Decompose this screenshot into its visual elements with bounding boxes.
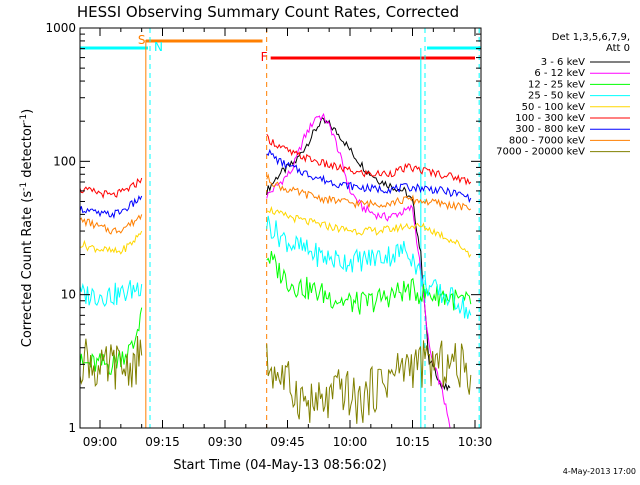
series-line <box>266 173 472 211</box>
y-axis-label-part-1: Corrected Count Rate (s <box>20 191 35 348</box>
legend-label: 3 - 6 keV <box>541 57 585 68</box>
series-line <box>266 215 472 319</box>
y-tick-label: 1000 <box>45 21 76 35</box>
y-axis-label: Corrected Count Rate (s-1 detector-1) <box>19 109 35 347</box>
y-axis-label-part-2: detector <box>20 122 35 182</box>
chart-title: HESSI Observing Summary Count Rates, Cor… <box>77 3 459 21</box>
series-line <box>266 117 451 392</box>
x-tick-label: 09:15 <box>145 435 180 449</box>
plot-area: S N F <box>80 28 481 428</box>
y-tick-label: 100 <box>53 154 76 168</box>
x-tick-label: 10:15 <box>395 435 430 449</box>
y-tick-label: 10 <box>61 288 76 302</box>
x-tick-label: 10:30 <box>458 435 493 449</box>
legend-label: 300 - 800 keV <box>515 124 585 135</box>
series-line <box>80 307 143 376</box>
series-line <box>266 205 472 259</box>
legend-label: 25 - 50 keV <box>528 91 585 102</box>
series-line <box>80 335 143 390</box>
legend-label: 6 - 12 keV <box>534 68 585 79</box>
legend-header-1: Det 1,3,5,6,7,9, <box>552 32 630 43</box>
series-line <box>266 148 472 204</box>
legend-label: 50 - 100 keV <box>522 102 586 113</box>
y-axis-label-sup-1: -1 <box>19 182 29 191</box>
flare-flag-label: F <box>261 50 268 64</box>
legend-label: 100 - 300 keV <box>515 113 585 124</box>
plot-frame <box>79 27 482 429</box>
x-tick-label: 10:00 <box>333 435 368 449</box>
y-tick-label: 1 <box>68 421 76 435</box>
series-line <box>80 230 143 255</box>
y-axis-label-sup-2: -1 <box>19 114 29 123</box>
legend-header-2: Att 0 <box>606 43 630 54</box>
y-axis-label-part-3: ) <box>20 109 35 114</box>
series-line <box>266 251 472 315</box>
x-axis-label: Start Time (04-May-13 08:56:02) <box>173 458 387 473</box>
series-line <box>266 340 472 424</box>
saa-flag-label: S <box>138 33 146 47</box>
series-line <box>80 280 143 308</box>
x-axis: 09:00 09:15 09:30 09:45 10:00 10:15 10:30 <box>83 28 493 449</box>
series-layer <box>80 112 472 428</box>
night-flag-label: N <box>154 40 163 54</box>
footer-date: 4-May-2013 17:00 <box>563 467 636 476</box>
series-line <box>80 194 143 220</box>
series-line <box>80 214 143 235</box>
series-line <box>266 133 472 186</box>
x-tick-label: 09:00 <box>83 435 118 449</box>
legend-label: 12 - 25 keV <box>528 79 585 90</box>
series-line <box>80 177 143 199</box>
x-tick-label: 09:45 <box>270 435 305 449</box>
y-axis: 1 10 100 1000 <box>45 21 481 435</box>
x-tick-label: 09:30 <box>208 435 243 449</box>
legend-label: 800 - 7000 keV <box>509 135 585 146</box>
legend-label: 7000 - 20000 keV <box>496 147 585 158</box>
